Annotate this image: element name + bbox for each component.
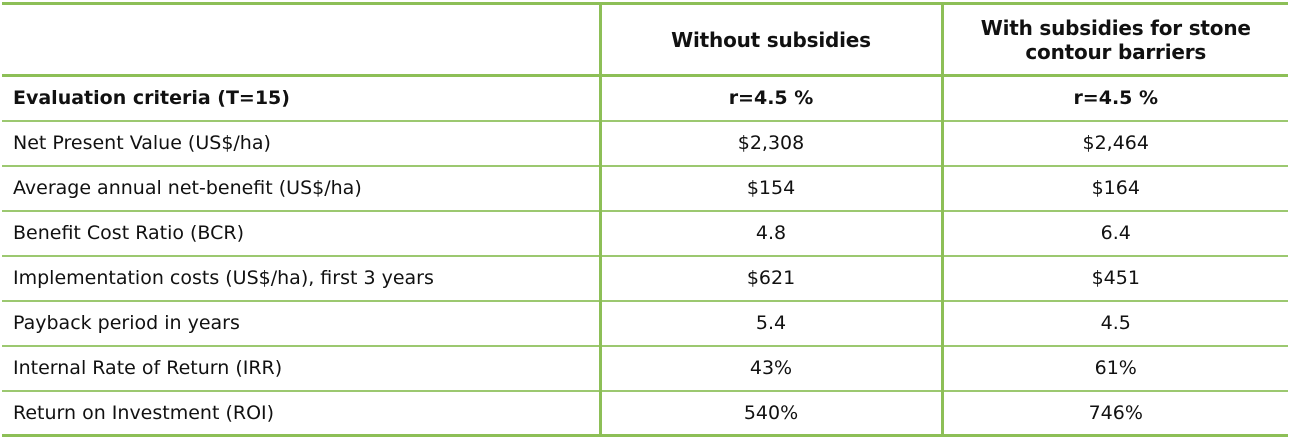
table-row-roi: Return on Investment (ROI) 540% 746%	[2, 389, 1288, 437]
row-label: Payback period in years	[2, 299, 600, 347]
value-without-subsidies: 540%	[598, 389, 942, 437]
row-label: Internal Rate of Return (IRR)	[2, 344, 600, 392]
criteria-row: Evaluation criteria (T=15) r=4.5 % r=4.5…	[2, 74, 1288, 122]
value-without-subsidies: $2,308	[598, 119, 942, 167]
header-without-subsidies: Without subsidies	[598, 2, 942, 77]
value-with-subsidies: 746%	[940, 389, 1288, 437]
value-with-subsidies: 4.5	[940, 299, 1288, 347]
row-label: Net Present Value (US$/ha)	[2, 119, 600, 167]
header-with-subsidies-line2: contour barriers	[1025, 39, 1207, 64]
value-with-subsidies: $164	[940, 164, 1288, 212]
table-row-npv: Net Present Value (US$/ha) $2,308 $2,464	[2, 119, 1288, 167]
value-without-subsidies: 5.4	[598, 299, 942, 347]
row-label: Benefit Cost Ratio (BCR)	[2, 209, 600, 257]
value-without-subsidies: $154	[598, 164, 942, 212]
header-with-subsidies-label: With subsidies for stone contour barrier…	[956, 16, 1276, 64]
value-with-subsidies: $451	[940, 254, 1288, 302]
criteria-rate-with-subsidies: r=4.5 %	[940, 74, 1288, 122]
criteria-rate-without-subsidies: r=4.5 %	[598, 74, 942, 122]
table-row-irr: Internal Rate of Return (IRR) 43% 61%	[2, 344, 1288, 392]
header-with-subsidies: With subsidies for stone contour barrier…	[940, 2, 1288, 77]
row-label: Implementation costs (US$/ha), first 3 y…	[2, 254, 600, 302]
table-row-bcr: Benefit Cost Ratio (BCR) 4.8 6.4	[2, 209, 1288, 257]
table-row-payback-period: Payback period in years 5.4 4.5	[2, 299, 1288, 347]
value-with-subsidies: $2,464	[940, 119, 1288, 167]
value-with-subsidies: 61%	[940, 344, 1288, 392]
table-row-implementation-costs: Implementation costs (US$/ha), first 3 y…	[2, 254, 1288, 302]
header-row: Without subsidies With subsidies for sto…	[2, 2, 1288, 77]
row-label: Return on Investment (ROI)	[2, 389, 600, 437]
header-with-subsidies-line1: With subsidies for stone	[980, 15, 1251, 40]
table-row-annual-net-benefit: Average annual net-benefit (US$/ha) $154…	[2, 164, 1288, 212]
header-blank-cell	[2, 2, 600, 77]
header-without-subsidies-label: Without subsidies	[671, 27, 871, 52]
row-label: Average annual net-benefit (US$/ha)	[2, 164, 600, 212]
value-with-subsidies: 6.4	[940, 209, 1288, 257]
value-without-subsidies: 4.8	[598, 209, 942, 257]
criteria-label: Evaluation criteria (T=15)	[2, 74, 600, 122]
value-without-subsidies: $621	[598, 254, 942, 302]
value-without-subsidies: 43%	[598, 344, 942, 392]
